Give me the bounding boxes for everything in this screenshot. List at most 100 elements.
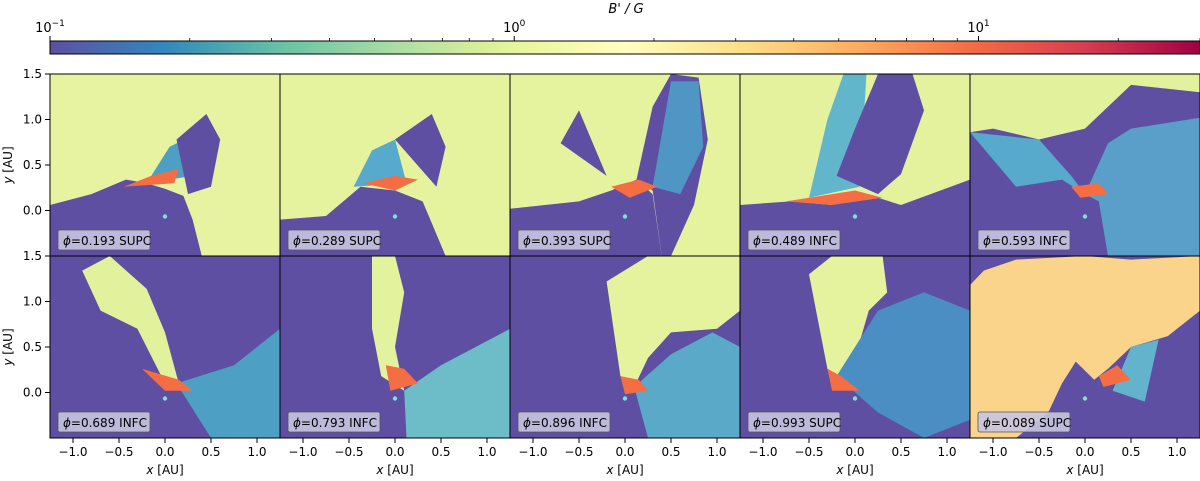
x-tick-label: 0.5 xyxy=(201,445,220,459)
x-tick-label: 1.0 xyxy=(937,445,956,459)
phase-label: ϕ=0.193 SUPC xyxy=(63,234,151,248)
phase-label-box xyxy=(977,411,1071,433)
colorbar-tick-label: 101 xyxy=(967,19,989,36)
x-tick-label: 1.0 xyxy=(477,445,496,459)
field-region xyxy=(372,256,405,391)
phase-label: ϕ=0.593 INFC xyxy=(983,234,1067,248)
star-marker xyxy=(852,396,858,401)
x-tick-label: 0.0 xyxy=(385,445,404,459)
y-tick-label: 0.0 xyxy=(23,204,42,218)
star-marker xyxy=(622,396,628,401)
colorbar: B' / G 10−1 100 101 xyxy=(35,2,1200,55)
field-region xyxy=(786,190,883,205)
y-tick-label: 0.0 xyxy=(23,386,42,400)
x-axis-label: x [AU] xyxy=(835,463,873,477)
field-region xyxy=(1098,365,1131,387)
phase-label: ϕ=0.896 INFC xyxy=(523,416,607,430)
star-marker xyxy=(1082,214,1088,219)
phase-label: ϕ=0.489 INFC xyxy=(753,234,837,248)
x-tick-label: −1.0 xyxy=(288,445,317,459)
field-region xyxy=(395,114,446,187)
y-axis-label: y [AU] xyxy=(1,146,15,184)
phase-label-box xyxy=(747,411,841,433)
x-axis-label: x [AU] xyxy=(145,463,183,477)
y-tick-label: 1.0 xyxy=(23,113,42,127)
x-tick-label: −1.0 xyxy=(58,445,87,459)
panel: ϕ=0.593 INFC xyxy=(969,73,1200,257)
phase-label: ϕ=0.689 INFC xyxy=(63,416,147,430)
panel: ϕ=0.689 INFC xyxy=(49,255,281,439)
y-axis-label: y [AU] xyxy=(1,328,15,366)
field-region xyxy=(652,81,704,195)
panel: ϕ=0.896 INFC xyxy=(509,255,741,439)
field-region xyxy=(634,332,740,438)
phase-label: ϕ=0.793 INFC xyxy=(293,416,377,430)
x-tick-label: 0.0 xyxy=(845,445,864,459)
field-region xyxy=(827,368,860,391)
x-tick-label: 1.0 xyxy=(707,445,726,459)
field-region xyxy=(1112,339,1159,402)
colorbar-label: B' / G xyxy=(608,2,643,17)
panel: ϕ=0.489 INFC xyxy=(739,73,971,257)
field-region xyxy=(82,256,179,384)
phase-label-box xyxy=(57,229,151,251)
field-region xyxy=(606,256,740,387)
x-tick-label: 0.5 xyxy=(891,445,910,459)
field-region xyxy=(404,328,510,438)
phase-label: ϕ=0.993 SUPC xyxy=(753,416,841,430)
field-region xyxy=(353,139,407,187)
colorbar-gradient xyxy=(49,40,1200,55)
x-tick-label: −1.0 xyxy=(518,445,547,459)
star-marker xyxy=(852,214,858,219)
field-region xyxy=(362,175,418,191)
panel: ϕ=0.193 SUPC xyxy=(49,73,281,257)
x-tick-label: 1.0 xyxy=(247,445,266,459)
phase-label-box xyxy=(977,229,1071,251)
star-marker xyxy=(392,214,398,219)
x-tick-label: −1.0 xyxy=(748,445,777,459)
x-axis-label: x [AU] xyxy=(605,463,643,477)
field-region xyxy=(142,368,193,391)
field-region xyxy=(620,376,648,395)
x-tick-label: 0.5 xyxy=(661,445,680,459)
x-tick-label: 0.0 xyxy=(1075,445,1094,459)
x-tick-label: −0.5 xyxy=(794,445,823,459)
x-tick-label: 0.5 xyxy=(431,445,450,459)
x-axis-label: x [AU] xyxy=(375,463,413,477)
panel-grid: ϕ=0.193 SUPC ϕ=0.289 SUPC ϕ=0.393 SUPC ϕ=0.… xyxy=(49,73,1200,439)
x-tick-label: 0.5 xyxy=(1121,445,1140,459)
x-tick-label: −0.5 xyxy=(104,445,133,459)
field-region xyxy=(385,365,418,391)
field-region xyxy=(970,256,1200,438)
field-region xyxy=(970,132,1085,195)
star-marker xyxy=(1082,396,1088,401)
field-region xyxy=(611,179,658,198)
x-tick-label: −0.5 xyxy=(1024,445,1053,459)
x-tick-label: 1.0 xyxy=(1167,445,1186,459)
y-tick-label: 1.5 xyxy=(23,67,42,81)
panel: ϕ=0.089 SUPC xyxy=(969,255,1200,439)
x-axis-label: x [AU] xyxy=(1065,463,1103,477)
field-region xyxy=(1085,117,1200,256)
field-region xyxy=(176,328,280,438)
y-tick-label: 0.5 xyxy=(23,340,42,354)
star-marker xyxy=(622,214,628,219)
y-tick-label: 0.5 xyxy=(23,158,42,172)
field-region xyxy=(176,114,221,195)
x-tick-label: −1.0 xyxy=(978,445,1007,459)
x-tick-label: 0.0 xyxy=(155,445,174,459)
panel: ϕ=0.793 INFC xyxy=(279,255,511,439)
panel: ϕ=0.393 SUPC xyxy=(509,73,741,257)
panel: ϕ=0.289 SUPC xyxy=(279,73,511,257)
phase-label: ϕ=0.393 SUPC xyxy=(523,234,611,248)
panel: ϕ=0.993 SUPC xyxy=(739,255,971,439)
x-tick-label: 0.0 xyxy=(615,445,634,459)
phase-label: ϕ=0.289 SUPC xyxy=(293,234,381,248)
field-region xyxy=(123,168,179,187)
colorbar-tick-label: 10−1 xyxy=(35,19,65,36)
y-tick-label: 1.5 xyxy=(23,249,42,263)
field-region xyxy=(809,256,888,377)
phase-label-box xyxy=(747,229,841,251)
field-region xyxy=(836,292,970,438)
